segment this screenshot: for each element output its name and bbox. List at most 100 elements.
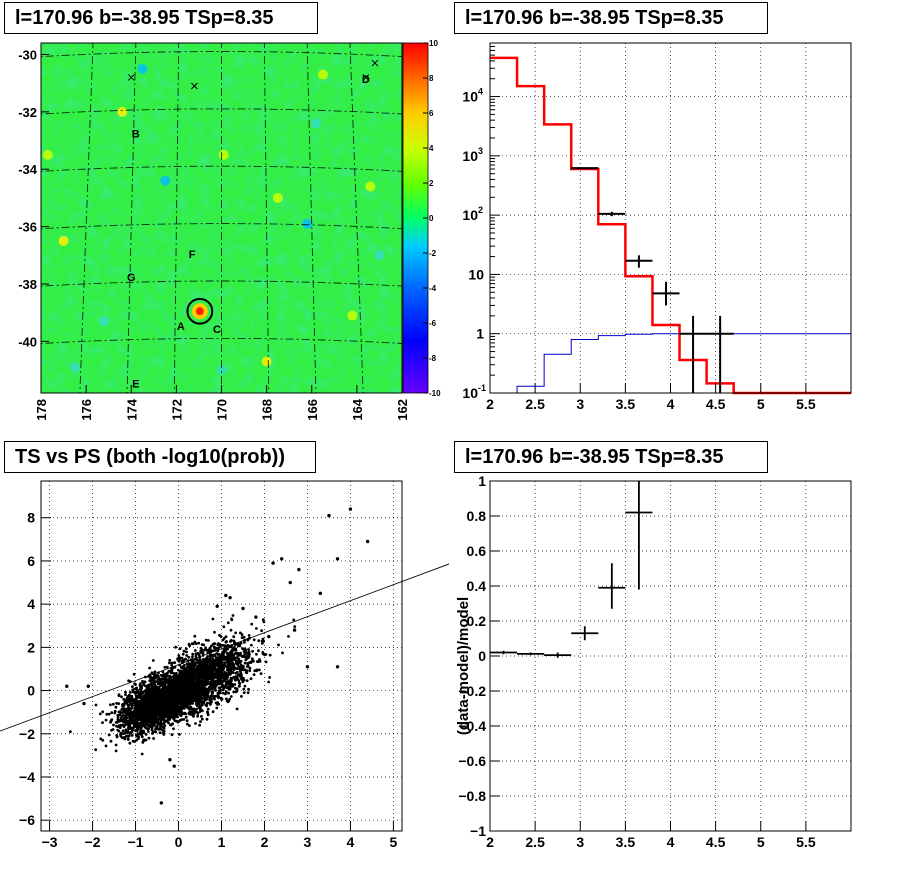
scatter-point [173,711,177,715]
scatter-point [146,717,150,720]
scatter-point [158,714,161,718]
scatter-point [182,685,186,688]
scatter-point [163,713,167,717]
scatter-point [178,711,182,714]
map-y-tick-label: -38 [18,277,37,292]
scatter-point [200,689,204,693]
scatter-point [127,706,131,710]
scatter-point [216,676,220,679]
scatter-point [175,677,179,681]
scatter-point [233,667,236,671]
scatter-point [247,634,251,637]
scatter-point [165,665,169,669]
scatter-point [240,676,244,679]
map-y-tick-label: -40 [18,334,37,349]
scatter-point [152,698,156,702]
scatter-point [208,657,212,661]
scatter-point [200,702,204,706]
spectrum-x-tick-label: 3 [576,396,584,412]
scatter-point [242,678,246,682]
scatter-point [218,676,222,680]
scatter-point [231,649,235,652]
scatter-point [149,703,153,707]
scatter-point [169,680,173,684]
scatter-point [222,673,225,676]
scatter-point [224,635,228,638]
scatter-point [193,683,197,687]
scatter-point [150,671,154,675]
scatter-point [140,724,144,728]
scatter-point [191,642,195,646]
scatter-point [194,702,198,706]
scatter-point [129,699,133,702]
scatter-point [174,645,178,649]
scatter-point [218,653,221,656]
scatter-point [206,658,209,662]
scatter-point [161,690,165,693]
scatter-point [189,712,192,716]
scatter-point [146,694,150,697]
map-hotspot [195,307,204,316]
scatter-point [213,645,216,649]
scatter-point [267,680,270,684]
scatter-point [200,717,204,721]
scatter-point [297,567,301,572]
scatter-point [227,671,231,675]
scatter-point [119,718,123,722]
map-source-marker [371,59,379,67]
colorbar-tick-label: -4 [429,284,437,293]
scatter-point [205,679,208,683]
scatter-point [101,721,104,724]
scatter-point [121,729,125,733]
scatter-point [255,627,258,630]
scatter-point [187,662,191,666]
scatter-point [211,674,215,678]
scatter-point [152,704,156,708]
scatter-point [182,667,185,671]
scatter-point [210,700,213,704]
scatter-point [190,698,193,701]
scatter-point [201,693,204,697]
scatter-point [65,684,69,688]
scatter-point [170,664,174,667]
scatter-point [230,617,233,621]
scatter-point [131,690,135,694]
scatter-point [217,665,221,669]
scatter-point [109,720,113,724]
scatter-point [219,635,223,638]
scatter-point [140,687,144,690]
scatter-point [163,665,167,669]
scatter-point [218,661,222,664]
scatter-point [188,693,192,696]
scatter-point [202,660,205,663]
scatter-point [182,649,186,653]
scatter-point [177,694,181,697]
map-y-tick-label: -34 [18,162,38,177]
scatter-point [155,695,159,699]
residual-y-tick-label: −0.8 [458,788,486,804]
scatter-point [128,741,132,745]
scatter-point [181,687,184,691]
scatter-point [227,687,231,691]
scatter-point [183,669,187,672]
map-coldspot [216,365,227,376]
scatter-point [187,690,191,694]
map-hotspot [218,149,229,160]
scatter-point [232,639,236,643]
scatter-point [149,722,153,725]
fit-line [0,563,449,732]
scatter-point [237,658,241,662]
scatter-point [161,683,165,686]
residual-y-axis-label: (data-model)/model [455,597,472,735]
scatter-point [140,712,144,716]
scatter-point [228,680,232,683]
scatter-point [209,703,212,706]
scatter-point [118,713,121,717]
scatter-point [327,513,331,518]
scatter-point [182,718,186,721]
colorbar-tick-label: 2 [429,179,434,188]
scatter-point [99,737,103,741]
scatter-point [198,708,202,711]
scatter-point [163,687,167,691]
scatter-point [215,706,219,710]
